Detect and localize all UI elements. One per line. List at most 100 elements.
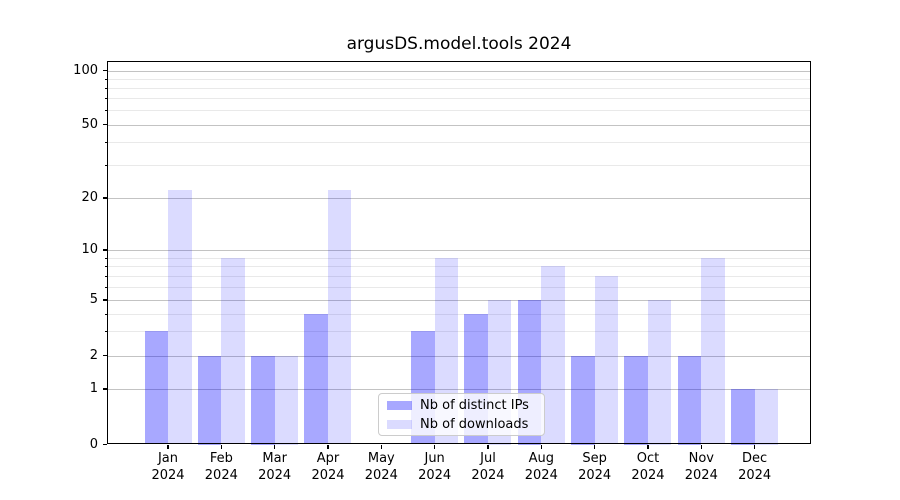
x-tick-label-month: Oct [636, 451, 660, 466]
y-tick [102, 123, 107, 126]
x-tick-label: Dec 2024 [723, 450, 787, 484]
y-minor-tick [104, 142, 107, 144]
x-tick [647, 445, 649, 449]
x-tick-label-month: Sep [582, 451, 607, 466]
y-minor-tick [104, 313, 107, 315]
x-tick [274, 445, 276, 449]
y-tick-label: 0 [89, 436, 98, 452]
x-tick-label-year: 2024 [418, 468, 452, 483]
bar-distinct-ips [731, 389, 755, 445]
y-gridline [107, 198, 811, 199]
x-tick-label-year: 2024 [578, 468, 612, 483]
x-tick-label-year: 2024 [151, 468, 185, 483]
x-tick-label-month: Aug [528, 451, 554, 466]
y-gridline [107, 250, 811, 251]
y-minor-gridline [107, 98, 811, 100]
x-tick-label: Apr 2024 [296, 450, 360, 484]
bar-downloads [274, 355, 299, 445]
y-minor-gridline [107, 78, 811, 80]
bar-distinct-ips [677, 355, 702, 445]
y-minor-gridline [107, 286, 811, 288]
bar-downloads [647, 300, 672, 445]
y-minor-tick [104, 165, 107, 167]
bar-downloads [594, 275, 619, 445]
bar-distinct-ips [304, 313, 328, 445]
y-minor-tick [104, 286, 107, 288]
legend-swatch-downloads [387, 419, 412, 429]
y-gridline [107, 389, 811, 390]
bar-downloads [221, 257, 245, 445]
x-tick-label-month: Jun [424, 451, 445, 466]
x-tick-label-month: Nov [688, 451, 714, 466]
y-tick [102, 249, 107, 251]
y-tick [102, 354, 107, 357]
bar-downloads [327, 190, 352, 445]
legend: Nb of distinct IPs Nb of downloads [378, 393, 545, 436]
bar-distinct-ips [571, 355, 595, 445]
y-minor-gridline [107, 266, 811, 268]
x-tick-label: Sep 2024 [563, 450, 627, 484]
x-tick-label-year: 2024 [204, 468, 238, 483]
y-minor-tick [104, 87, 107, 89]
x-tick [700, 445, 702, 449]
y-tick [102, 388, 107, 390]
y-gridline [107, 300, 811, 301]
x-tick [487, 445, 489, 449]
x-tick-label-year: 2024 [471, 468, 505, 483]
y-minor-gridline [107, 142, 811, 144]
legend-item-downloads: Nb of downloads [387, 417, 544, 432]
y-tick-label: 50 [81, 116, 98, 132]
x-tick-label: Jul 2024 [456, 450, 520, 484]
x-tick-label-year: 2024 [524, 468, 558, 483]
y-minor-tick [104, 275, 107, 277]
y-tick [102, 69, 107, 72]
y-tick-label: 2 [89, 347, 98, 363]
y-tick-label: 1 [89, 381, 98, 396]
legend-item-distinct-ips: Nb of distinct IPs [387, 398, 544, 413]
x-tick-label: Nov 2024 [669, 450, 733, 484]
x-tick-label: Mar 2024 [243, 450, 307, 484]
x-tick-label-month: Jul [480, 451, 496, 466]
y-gridline [107, 355, 811, 357]
bar-distinct-ips [251, 355, 275, 445]
y-minor-gridline [107, 330, 811, 332]
y-minor-gridline [107, 313, 811, 315]
y-minor-tick [104, 266, 107, 268]
x-tick [434, 445, 436, 449]
x-tick-label: Feb 2024 [189, 450, 253, 484]
y-minor-gridline [107, 165, 811, 167]
y-tick-label: 10 [81, 242, 98, 257]
x-tick-label: Aug 2024 [509, 450, 573, 484]
x-tick [220, 445, 222, 449]
x-tick-label: Jun 2024 [403, 450, 467, 484]
y-tick [102, 443, 107, 446]
y-minor-gridline [107, 275, 811, 277]
x-tick-label-month: Feb [209, 451, 233, 466]
bar-downloads [701, 257, 725, 445]
x-tick-label-month: Apr [316, 451, 340, 466]
bar-distinct-ips [144, 330, 168, 445]
x-tick-label-year: 2024 [631, 468, 665, 483]
y-minor-tick [104, 78, 107, 80]
x-tick [380, 445, 382, 449]
x-tick-label-year: 2024 [364, 468, 398, 483]
plot-area [107, 61, 811, 445]
y-minor-tick [104, 110, 107, 112]
y-tick [102, 197, 107, 199]
legend-label-downloads: Nb of downloads [420, 416, 529, 432]
y-minor-tick [104, 257, 107, 259]
y-minor-gridline [107, 257, 811, 259]
x-tick-label-month: Mar [262, 451, 287, 466]
x-tick-label-month: Dec [742, 451, 768, 466]
y-tick-label: 100 [73, 62, 98, 78]
chart-title: argusDS.model.tools 2024 [346, 34, 572, 54]
bar-downloads [754, 389, 779, 445]
bar-downloads [541, 266, 565, 445]
y-minor-tick [104, 98, 107, 100]
x-tick-label-year: 2024 [738, 468, 772, 483]
x-tick [540, 445, 542, 449]
y-minor-gridline [107, 110, 811, 112]
x-tick-label-year: 2024 [311, 468, 345, 483]
y-minor-tick [104, 330, 107, 332]
